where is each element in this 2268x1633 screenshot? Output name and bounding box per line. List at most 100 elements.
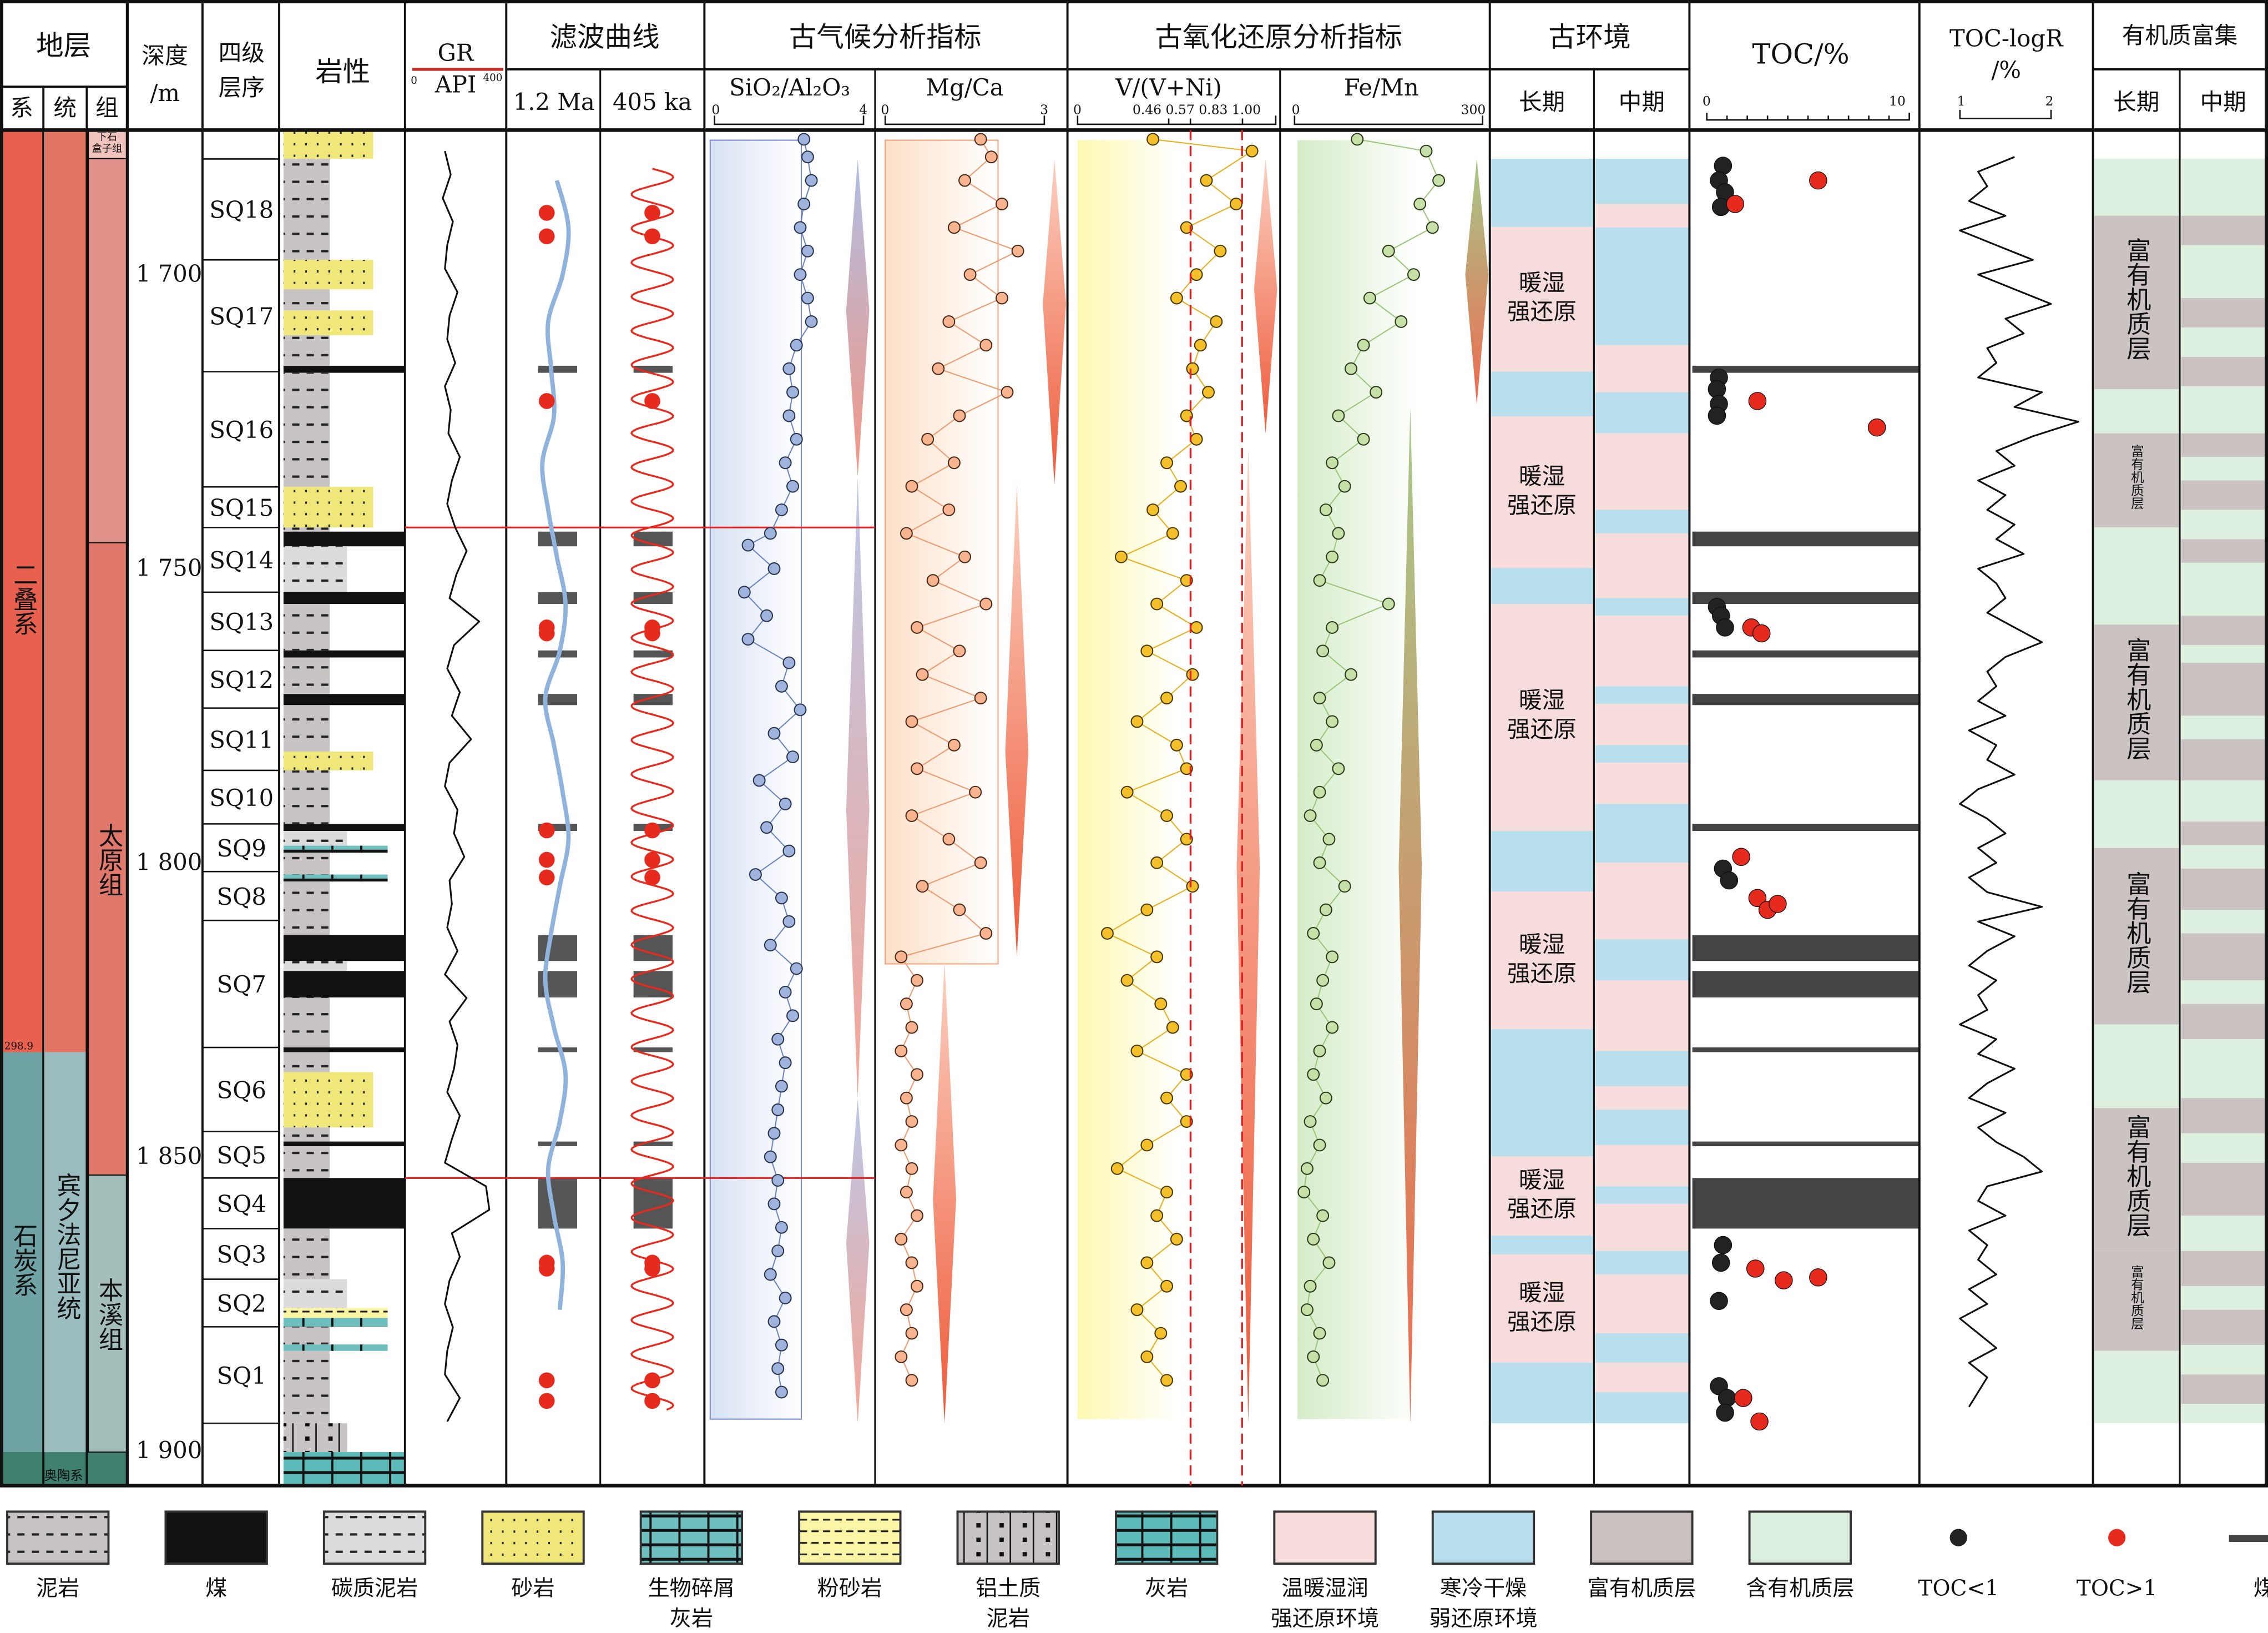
mg-ca-point	[905, 1256, 918, 1269]
legend: 泥岩煤碳质泥岩 砂岩 生物碎屑灰岩粉砂岩 铝土质泥岩灰岩 温暖湿润强还原环境寒冷干燥弱还…	[6, 1510, 2268, 1631]
lithology-carbonaceous	[283, 546, 347, 592]
coal-bed-marker	[633, 650, 673, 658]
system-label: 奥陶系	[44, 1468, 83, 1483]
coal-bed-marker	[1692, 1178, 1920, 1229]
organic-mid-bearing	[2181, 1404, 2267, 1424]
paleoenv-long-warm	[1491, 1156, 1594, 1236]
formation-label: 下石盒子组	[92, 131, 123, 155]
organic-mid-rich	[2181, 1098, 2267, 1133]
mg-ca-point	[900, 997, 913, 1011]
mg-ca-point	[969, 785, 982, 799]
v-v-ni-point	[1194, 339, 1207, 352]
mg-ca-point	[905, 1327, 918, 1340]
lithology-sandstone	[283, 130, 373, 159]
lithology-coal	[283, 531, 405, 547]
sio2-al2o3-point	[771, 1032, 785, 1046]
series-band	[44, 130, 87, 1052]
organic-label: 富有机质层	[2129, 444, 2144, 510]
organic-mid-bearing	[2181, 158, 2267, 216]
legend-label: 强还原环境	[1271, 1606, 1379, 1631]
mg-ca-point	[984, 150, 998, 164]
sio2-al2o3-point	[771, 1174, 785, 1187]
toc-high-point	[1748, 392, 1767, 410]
fe-mn-point	[1313, 785, 1326, 799]
header-lithology: 岩性	[315, 56, 370, 88]
v-v-ni-point	[1160, 692, 1174, 705]
paleoenv-label-box: 暖湿强还原	[1507, 462, 1577, 518]
organic-long-bearing	[2094, 158, 2180, 216]
toc-low-point	[1710, 1292, 1728, 1311]
mg-ca-point	[953, 903, 966, 916]
v-v-ni-point	[1180, 221, 1193, 234]
paleoenv-mid-warm	[1595, 980, 1690, 1051]
paleoenv-mid-cold	[1595, 158, 1690, 204]
sio2-al2o3-point	[805, 174, 818, 187]
filter-405ka-point	[644, 625, 660, 642]
organic-mid-bearing	[2181, 1133, 2267, 1163]
legend-label: 煤	[205, 1576, 227, 1601]
depth-tick: 1 900	[136, 1437, 202, 1464]
organic-mid-rich	[2181, 1309, 2267, 1345]
sio2-al2o3-point	[767, 727, 781, 740]
depth-tick: 1 700	[136, 260, 202, 288]
organic-mid-rich	[2181, 298, 2267, 328]
mg-ca-point	[895, 1350, 908, 1363]
v-v-ni-point	[1200, 174, 1213, 187]
lithology-sandstone	[283, 260, 373, 290]
fe-mn-point	[1297, 1186, 1311, 1199]
header-strata: 地层	[36, 29, 91, 62]
header-vvni: V/(V+Ni)	[1115, 74, 1222, 101]
fe-mn-point	[1370, 386, 1383, 399]
lithology-mudstone	[283, 1146, 330, 1178]
mgca-panel-bg	[885, 139, 999, 965]
vvni-min: 0	[1073, 102, 1082, 118]
legend-swatch-cold	[1431, 1510, 1535, 1565]
coal-bed-marker	[1692, 650, 1920, 658]
sequence-label: SQ6	[217, 1076, 266, 1103]
paleoenv-mid-warm	[1595, 1086, 1690, 1110]
organic-label: 富有机质层	[2122, 1115, 2150, 1237]
toc-high-point	[1732, 848, 1751, 866]
filter-405ka-point	[644, 393, 660, 409]
sequence-label: SQ14	[209, 547, 274, 574]
paleoenv-mid-cold	[1595, 745, 1690, 763]
sio2-al2o3-point	[794, 703, 807, 717]
mgca-axis	[884, 115, 1045, 125]
filter-405ka-point	[644, 228, 660, 245]
mg-ca-point	[895, 950, 908, 964]
header-toclogr: TOC-logR	[1949, 24, 2064, 52]
sio2-al2o3-point	[771, 1244, 785, 1258]
system-band	[3, 1452, 128, 1486]
organic-long-bearing	[2094, 389, 2180, 434]
fe-mn-point	[1300, 1303, 1314, 1317]
legend-label: 碳质泥岩	[331, 1576, 418, 1601]
fe-mn-point	[1316, 1374, 1330, 1387]
mg-ca-point	[911, 1068, 923, 1081]
paleoenv-label: 暖湿强还原	[1507, 1165, 1577, 1222]
toc-high-point	[1809, 171, 1827, 190]
legend-label: TOC>1	[2077, 1576, 2158, 1601]
v-v-ni-point	[1150, 597, 1164, 611]
toc-high-point	[1748, 889, 1767, 908]
lithology-bioclastic	[283, 845, 388, 853]
organic-mid-rich	[2181, 868, 2267, 910]
mg-ca-point	[895, 1233, 908, 1246]
mg-ca-point	[900, 527, 913, 540]
sequence-label: SQ7	[217, 971, 266, 998]
paleoenv-mid-warm	[1595, 345, 1690, 392]
fe-mn-point	[1313, 856, 1326, 869]
sio2-al2o3-point	[786, 1009, 800, 1022]
mg-ca-point	[911, 1209, 923, 1222]
filter-405ka-point	[644, 851, 660, 868]
toclogr-min: 1	[1957, 93, 1966, 109]
organic-mid-bearing	[2181, 562, 2267, 616]
series-label: 宾夕法尼亚统	[52, 1173, 80, 1320]
mg-ca-point	[905, 715, 918, 728]
header-mid-term: 中期	[1619, 88, 1665, 115]
sio2-trend-diamond	[846, 159, 870, 477]
coal-bed-marker	[538, 1047, 577, 1052]
paleoenv-label-box: 暖湿强还原	[1507, 1165, 1577, 1222]
paleoenv-long-cold	[1491, 1363, 1594, 1424]
trend-diamonds	[846, 159, 1489, 1424]
lithology-coal	[283, 971, 405, 997]
